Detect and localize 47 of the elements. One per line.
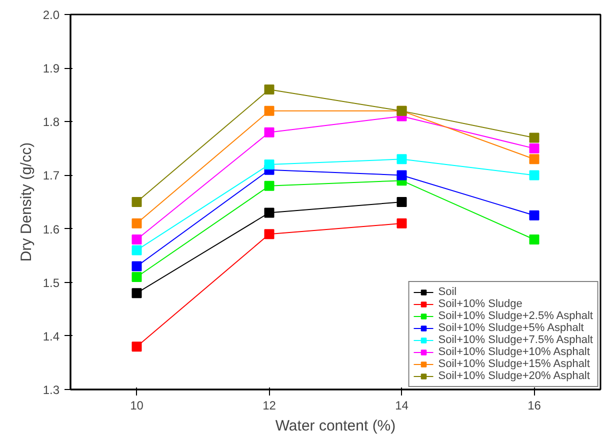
point <box>529 234 540 244</box>
point <box>264 106 274 116</box>
point <box>132 234 142 244</box>
x-tick-label: 16 <box>528 398 542 412</box>
y-tick-label: 1.3 <box>42 383 60 397</box>
point <box>132 288 142 298</box>
legend-label: Soil+10% Sludge+2.5% Asphalt <box>438 310 593 322</box>
point <box>396 170 407 180</box>
point <box>264 180 274 191</box>
legend-label: Soil+10% Sludge+20% Asphalt <box>438 370 590 382</box>
x-tick-label: 12 <box>262 398 276 412</box>
point <box>132 342 142 352</box>
point <box>529 210 540 220</box>
y-tick-label: 1.7 <box>42 168 60 183</box>
legend-label: Soil+10% Sludge+5% Asphalt <box>438 322 584 334</box>
point <box>396 197 407 207</box>
y-axis-title: Dry Density (g/cc) <box>18 142 35 262</box>
point <box>396 218 407 228</box>
point <box>132 218 142 228</box>
legend-label: Soil+10% Sludge+7.5% Asphalt <box>438 334 593 346</box>
point <box>264 160 274 170</box>
point <box>529 154 540 164</box>
point <box>529 132 540 143</box>
x-axis-title: Water content (%) <box>275 418 396 434</box>
point <box>264 84 274 94</box>
legend-label: Soil+10% Sludge <box>438 298 522 310</box>
legend-label: Soil+10% Sludge+15% Asphalt <box>438 358 590 370</box>
point <box>132 261 142 272</box>
legend-label: Soil+10% Sludge+10% Asphalt <box>438 346 590 358</box>
point <box>264 229 274 240</box>
y-tick-label: 1.8 <box>42 115 60 130</box>
point <box>132 245 142 256</box>
y-tick-label: 2.0 <box>42 8 60 22</box>
x-tick-label: 14 <box>395 398 409 412</box>
y-tick-label: 1.5 <box>42 276 60 290</box>
point <box>529 170 540 180</box>
point <box>264 208 274 218</box>
point <box>132 272 142 282</box>
y-tick-label: 1.9 <box>42 62 60 76</box>
y-tick-label: 1.4 <box>42 329 60 344</box>
x-tick-label: 10 <box>130 398 144 412</box>
legend-label: Soil <box>438 286 458 298</box>
point <box>529 143 540 154</box>
point <box>132 197 142 207</box>
y-tick-label: 1.6 <box>42 222 60 236</box>
point <box>264 127 274 138</box>
point <box>396 154 407 164</box>
